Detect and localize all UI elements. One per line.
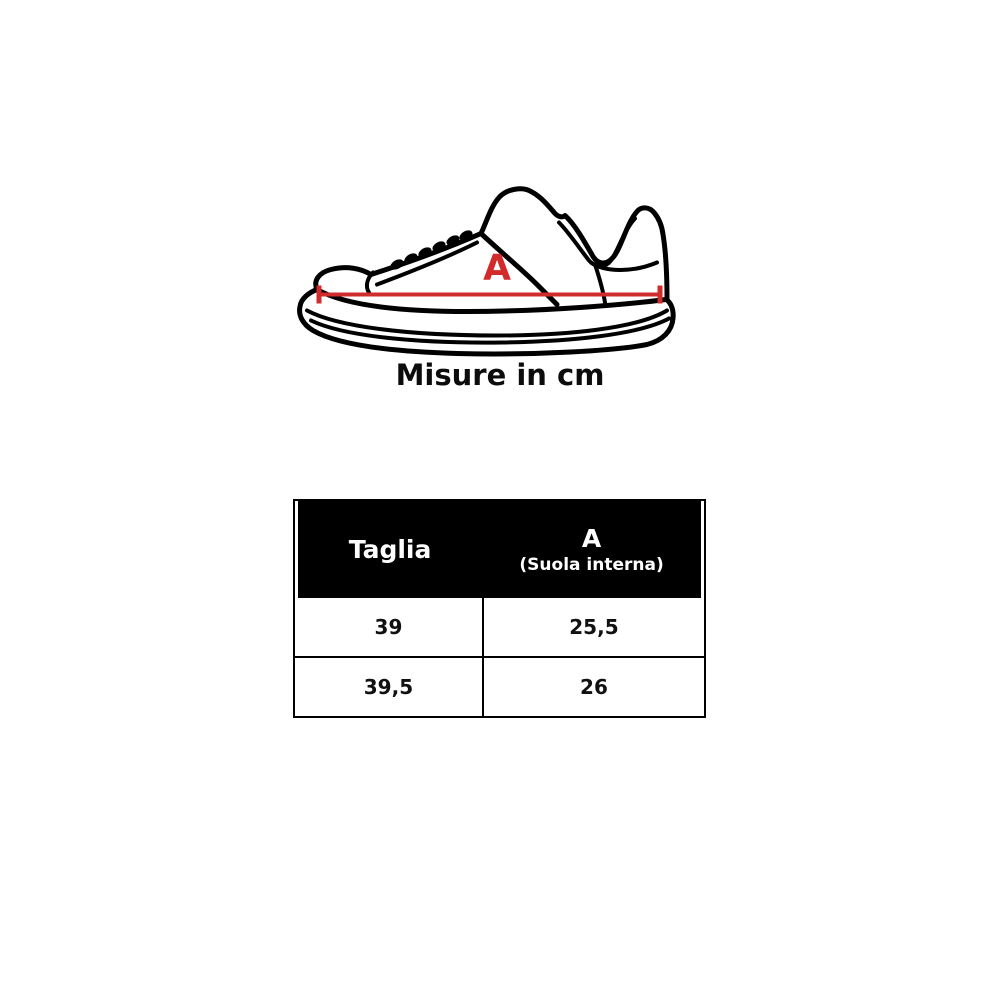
- dimension-annotation: [316, 285, 663, 304]
- shoe-midsole-line-2: [309, 316, 671, 345]
- cell-a-0: 25,5: [569, 615, 619, 639]
- shoe-quarter-seam: [593, 262, 607, 305]
- header-cell-a: A (Suola interna): [482, 523, 701, 576]
- shoe-diagram: A: [297, 158, 697, 363]
- shoe-eyestay-lower-seam: [375, 240, 479, 287]
- cell-a-1: 26: [580, 675, 608, 699]
- dimension-label: A: [483, 248, 511, 289]
- cell-taglia-0: 39: [295, 598, 484, 656]
- shoe-midsole-line-1: [305, 308, 669, 338]
- cell-taglia-1: 39,5: [295, 658, 484, 716]
- header-cell-taglia: Taglia: [298, 534, 482, 565]
- shoe-vamp-seam: [478, 231, 560, 307]
- table-row: 39 25,5: [295, 598, 704, 656]
- size-table: Taglia A (Suola interna) 39 25,5 39,5 26: [293, 499, 706, 718]
- shoe-eyestay-front-curve: [364, 270, 375, 295]
- header-a-sublabel: (Suola interna): [519, 555, 664, 576]
- header-a-label: A: [581, 523, 602, 553]
- shoe-diagram-svg: A: [297, 186, 676, 357]
- shoe-sole-outline: [297, 287, 676, 357]
- header-taglia-label: Taglia: [348, 534, 432, 564]
- diagram-caption: Misure in cm: [395, 358, 605, 392]
- shoe-upper-outline: [313, 186, 670, 302]
- shoe-laces: [390, 230, 473, 270]
- table-row: 39,5 26: [295, 656, 704, 716]
- size-table-header: Taglia A (Suola interna): [298, 501, 701, 598]
- size-table-body: 39 25,5 39,5 26: [295, 598, 704, 716]
